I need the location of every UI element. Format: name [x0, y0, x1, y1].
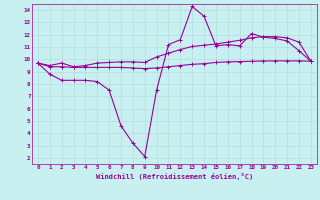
X-axis label: Windchill (Refroidissement éolien,°C): Windchill (Refroidissement éolien,°C) [96, 173, 253, 180]
